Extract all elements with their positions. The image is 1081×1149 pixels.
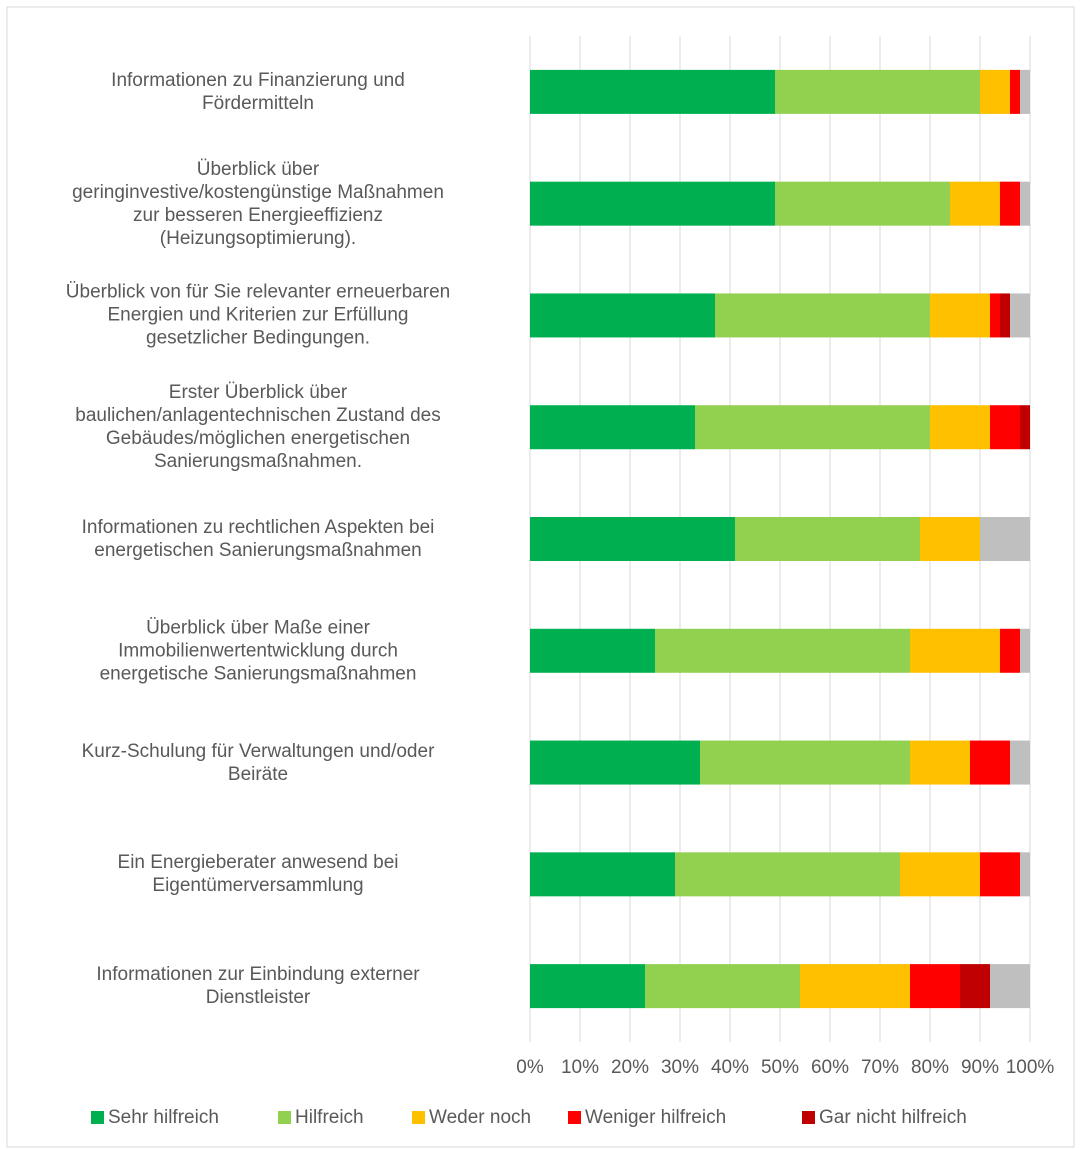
bar-segment (1020, 69, 1030, 114)
x-tick-label: 100% (1006, 1057, 1055, 1078)
chart-frame (6, 6, 1075, 1148)
bar-segment (910, 628, 1000, 673)
bar-segment (700, 740, 910, 785)
bar-segment (530, 740, 700, 785)
bar-segment (530, 628, 655, 673)
bar-segment (1020, 405, 1030, 450)
category-label: Erster Überblick über baulichen/anlagent… (75, 382, 441, 473)
bar-segment (530, 69, 775, 114)
bar-segment (930, 405, 990, 450)
category-label: Überblick über geringinvestive/kostengün… (72, 158, 444, 249)
bar-segment (1020, 852, 1030, 897)
category-label: Ein Energieberater anwesend bei Eigentüm… (117, 852, 399, 897)
bar-segment (1010, 69, 1020, 114)
category-label: Informationen zu Finanzierung und Förder… (111, 69, 405, 114)
bar-segment (960, 964, 990, 1009)
x-tick-label: 30% (661, 1057, 699, 1078)
legend-label: Weder noch (429, 1107, 531, 1128)
category-label: Überblick über Maße einer Immobilienwert… (99, 617, 417, 685)
category-label: Informationen zur Einbindung externer Di… (96, 964, 420, 1009)
bar-segment (980, 852, 1020, 897)
category-label: Kurz-Schulung für Verwaltungen und/oder … (81, 740, 435, 785)
bar-segment (530, 964, 645, 1009)
bar-segment (530, 293, 715, 338)
legend-label: Sehr hilfreich (108, 1107, 219, 1128)
bar-segment (1020, 181, 1030, 226)
legend-label: Gar nicht hilfreich (819, 1107, 967, 1128)
bar-segment (645, 964, 800, 1009)
bar-segment (950, 181, 1000, 226)
category-label: Informationen zu rechtlichen Aspekten be… (81, 517, 435, 561)
bar-segment (530, 405, 695, 450)
bar-segment (530, 852, 675, 897)
bar-segment (900, 852, 980, 897)
x-tick-label: 0% (516, 1057, 544, 1078)
legend-swatch (278, 1111, 291, 1124)
legend-swatch (568, 1111, 581, 1124)
bar-segment (1020, 628, 1030, 673)
x-tick-label: 60% (811, 1057, 849, 1078)
bar-segment (910, 740, 970, 785)
bar-segment (775, 181, 950, 226)
x-tick-label: 20% (611, 1057, 649, 1078)
bar-segment (675, 852, 900, 897)
bar-segment (530, 517, 735, 561)
bar-segment (930, 293, 990, 338)
bar-segment (655, 628, 910, 673)
bar-segment (1000, 293, 1010, 338)
bar-segment (990, 964, 1030, 1009)
legend-swatch (802, 1111, 815, 1124)
bar-segment (1000, 181, 1020, 226)
bar-segment (735, 517, 920, 561)
legend-label: Weniger hilfreich (585, 1107, 726, 1128)
bar-segment (990, 405, 1020, 450)
bar-segment (990, 293, 1000, 338)
x-tick-label: 70% (861, 1057, 899, 1078)
bar-segment (800, 964, 910, 1009)
legend-swatch (412, 1111, 425, 1124)
legend-label: Hilfreich (295, 1107, 364, 1128)
x-tick-label: 90% (961, 1057, 999, 1078)
bar-segment (970, 740, 1010, 785)
x-tick-label: 40% (711, 1057, 749, 1078)
bar-segment (715, 293, 930, 338)
bar-segment (910, 964, 960, 1009)
x-tick-label: 50% (761, 1057, 799, 1078)
bar-segment (1000, 628, 1020, 673)
legend-swatch (91, 1111, 104, 1124)
bar-segment (695, 405, 930, 450)
bar-segment (980, 69, 1010, 114)
bar-segment (775, 69, 980, 114)
x-tick-label: 10% (561, 1057, 599, 1078)
bar-segment (1010, 740, 1030, 785)
bar-segment (530, 181, 775, 226)
bar-segment (1010, 293, 1030, 338)
category-label: Überblick von für Sie relevanter erneuer… (65, 281, 451, 349)
x-tick-label: 80% (911, 1057, 949, 1078)
bar-segment (980, 517, 1030, 561)
bar-segment (920, 517, 980, 561)
